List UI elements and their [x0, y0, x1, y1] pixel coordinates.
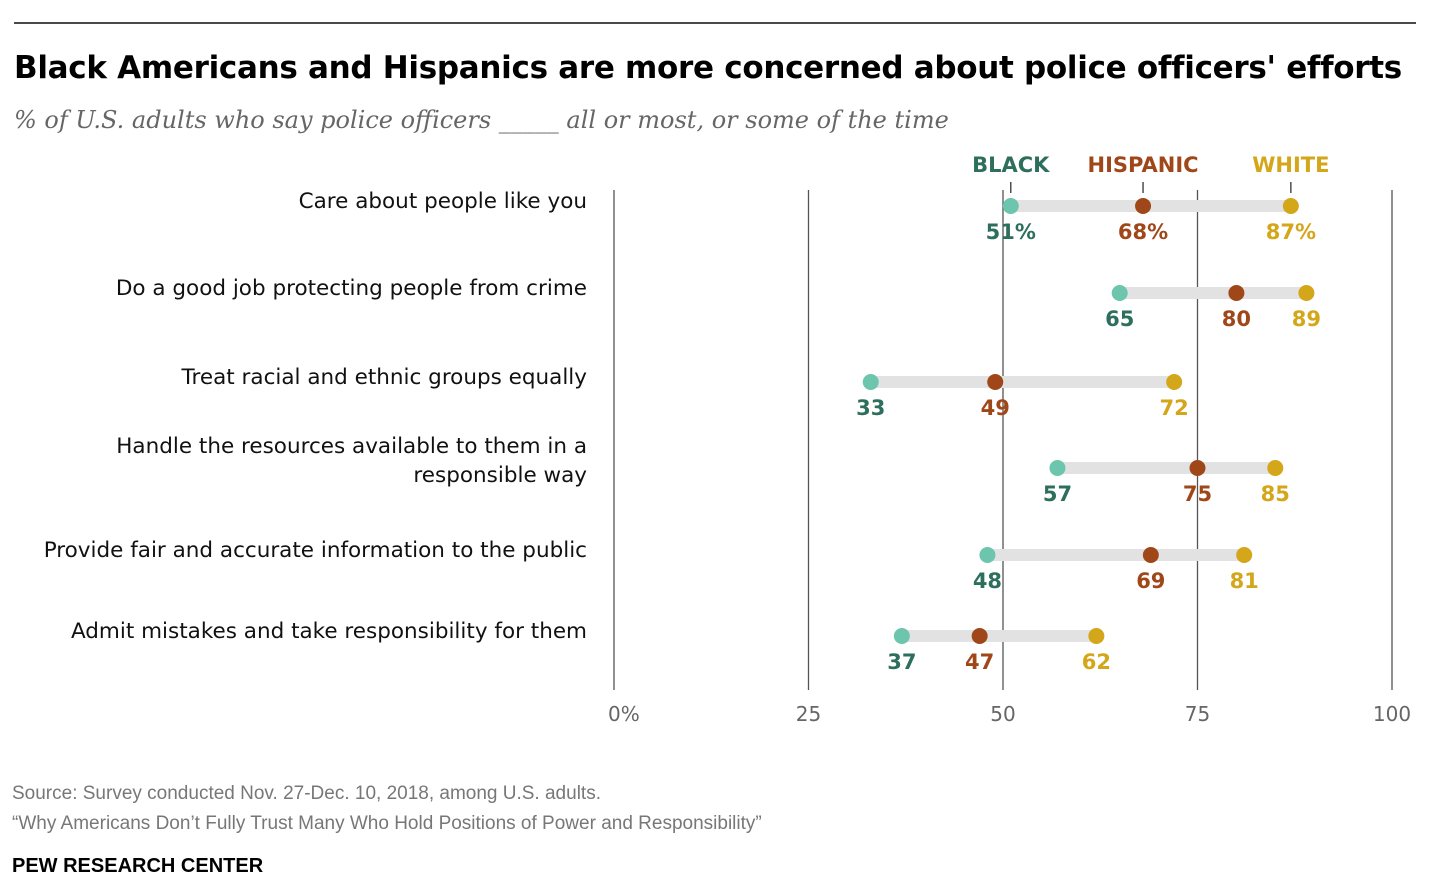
organization-name: PEW RESEARCH CENTER — [12, 855, 264, 877]
category-label: Handle the resources available to them i… — [116, 434, 587, 459]
category-label: Do a good job protecting people from cri… — [116, 276, 587, 301]
x-axis: 0% 25 50 75 100 — [608, 702, 1411, 726]
chart-rows: Care about people like you 51% 68% 87% Do a … — [44, 189, 1321, 674]
report-title: “Why Americans Don’t Fully Trust Many Wh… — [12, 813, 762, 834]
x-tick-label: 100 — [1373, 702, 1411, 726]
value-label-hispanic: 47 — [965, 650, 994, 674]
dot-black — [979, 547, 996, 563]
dot-hispanic — [987, 374, 1004, 390]
x-tick-label: 50 — [990, 702, 1015, 726]
dot-hispanic — [1135, 198, 1152, 214]
dot-white — [1267, 460, 1284, 476]
value-label-hispanic: 68% — [1118, 220, 1168, 244]
dot-hispanic — [1189, 460, 1206, 476]
dot-black — [1002, 198, 1019, 214]
category-label: Treat racial and ethnic groups equally — [181, 365, 588, 390]
dot-white — [1236, 547, 1253, 563]
chart-title: Black Americans and Hispanics are more c… — [14, 50, 1402, 86]
dot-white — [1166, 374, 1183, 390]
dot-hispanic — [971, 628, 988, 644]
value-label-white: 85 — [1261, 482, 1290, 506]
dot-hispanic — [1228, 285, 1245, 301]
chart-row: Handle the resources available to them i… — [116, 434, 1290, 506]
dot-hispanic — [1142, 547, 1159, 563]
value-label-black: 48 — [973, 569, 1002, 593]
chart-row: Treat racial and ethnic groups equally 33… — [181, 365, 1189, 420]
chart-row: Care about people like you 51% 68% 87% — [299, 189, 1316, 244]
dot-black — [1111, 285, 1128, 301]
value-label-hispanic: 80 — [1222, 307, 1251, 331]
dot-black — [1049, 460, 1066, 476]
category-label: Care about people like you — [299, 189, 587, 214]
value-label-black: 65 — [1105, 307, 1134, 331]
dot-black — [893, 628, 910, 644]
value-label-black: 33 — [856, 396, 885, 420]
dot-plot-chart: BLACK HISPANIC WHITE Care about people lik… — [44, 153, 1411, 726]
value-label-black: 51% — [986, 220, 1036, 244]
category-label: responsible way — [413, 463, 587, 488]
dot-white — [1088, 628, 1105, 644]
value-label-black: 57 — [1043, 482, 1072, 506]
value-label-hispanic: 49 — [981, 396, 1010, 420]
value-label-black: 37 — [887, 650, 916, 674]
category-label: Provide fair and accurate information to… — [44, 538, 587, 563]
chart-row: Admit mistakes and take responsibility f… — [71, 619, 1111, 674]
gridlines — [613, 190, 1393, 690]
legend-label-white: WHITE — [1252, 153, 1329, 177]
value-label-white: 89 — [1292, 307, 1321, 331]
dot-black — [862, 374, 879, 390]
category-label: Admit mistakes and take responsibility f… — [71, 619, 587, 644]
value-label-white: 87% — [1266, 220, 1316, 244]
chart-subtitle: % of U.S. adults who say police officers… — [14, 106, 949, 134]
dot-white — [1282, 198, 1299, 214]
x-tick-label: 75 — [1185, 702, 1210, 726]
legend: BLACK HISPANIC WHITE — [972, 153, 1329, 193]
value-label-hispanic: 75 — [1183, 482, 1212, 506]
legend-label-black: BLACK — [972, 153, 1050, 177]
value-label-white: 72 — [1160, 396, 1189, 420]
x-tick-label: 25 — [796, 702, 821, 726]
x-tick-label: 0% — [608, 702, 640, 726]
top-rule — [14, 22, 1416, 24]
source-note: Source: Survey conducted Nov. 27-Dec. 10… — [12, 783, 601, 804]
value-label-hispanic: 69 — [1136, 569, 1165, 593]
legend-label-hispanic: HISPANIC — [1088, 153, 1199, 177]
chart-row: Provide fair and accurate information to… — [44, 538, 1259, 593]
value-label-white: 81 — [1230, 569, 1259, 593]
chart-row: Do a good job protecting people from cri… — [116, 276, 1321, 331]
value-label-white: 62 — [1082, 650, 1111, 674]
dot-white — [1298, 285, 1315, 301]
